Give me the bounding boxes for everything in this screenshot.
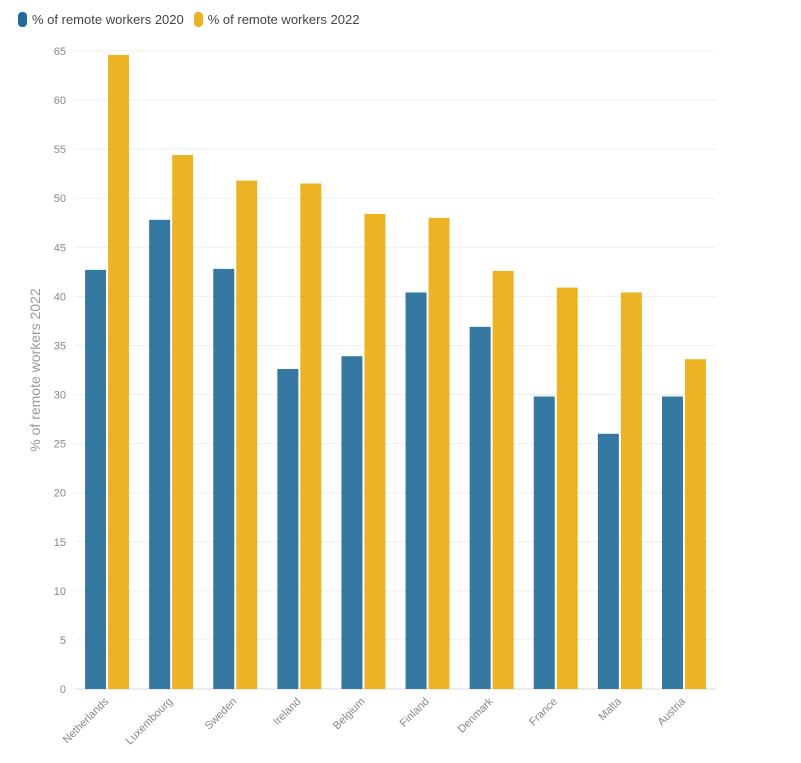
legend-swatch-2020: [18, 12, 27, 27]
bar-luxembourg-2022[interactable]: [172, 155, 194, 689]
chart-legend: % of remote workers 2020 % of remote wor…: [18, 12, 359, 27]
x-tick-label-sweden: Sweden: [203, 696, 240, 733]
legend-swatch-2022: [193, 12, 203, 27]
bar-malta-2020[interactable]: [597, 433, 619, 689]
bar-ireland-2022[interactable]: [300, 183, 322, 689]
bar-austria-2022[interactable]: [684, 359, 706, 689]
bar-finland-2020[interactable]: [405, 292, 427, 689]
y-tick-label: 45: [54, 242, 66, 254]
y-tick-label: 25: [54, 439, 66, 451]
gridlines: [75, 50, 716, 641]
x-axis-ticks: Netherlands Luxembourg Sweden Ireland Belgiu…: [61, 695, 689, 747]
y-tick-label: 0: [60, 684, 66, 696]
bar-austria-2020[interactable]: [661, 396, 683, 689]
bar-malta-2022[interactable]: [620, 292, 642, 689]
bar-sweden-2020[interactable]: [213, 268, 235, 689]
bar-luxembourg-2020[interactable]: [149, 219, 171, 689]
y-tick-label: 35: [54, 340, 66, 352]
x-tick-label-belgium: Belgium: [331, 696, 368, 733]
y-tick-label: 15: [54, 537, 66, 549]
x-tick-label-ireland: Ireland: [271, 696, 303, 728]
bar-belgium-2022[interactable]: [364, 213, 386, 690]
y-tick-label: 30: [54, 390, 66, 402]
y-tick-label: 65: [54, 46, 66, 58]
legend-item-2022[interactable]: % of remote workers 2022: [193, 12, 360, 27]
x-tick-label-france: France: [527, 696, 560, 729]
x-tick-label-malta: Malta: [596, 695, 624, 723]
y-tick-label: 40: [54, 291, 66, 303]
y-tick-label: 55: [54, 144, 66, 156]
y-axis-ticks: 0 5 10 15 20 25 30 35 40 45 50 55 60 65: [54, 46, 66, 696]
x-tick-label-denmark: Denmark: [456, 695, 496, 735]
bar-sweden-2022[interactable]: [236, 180, 258, 689]
bar-france-2020[interactable]: [533, 396, 555, 689]
y-tick-label: 5: [60, 635, 66, 647]
x-tick-label-austria: Austria: [655, 695, 688, 728]
bar-finland-2022[interactable]: [428, 217, 450, 689]
bar-belgium-2020[interactable]: [341, 356, 363, 689]
y-tick-label: 60: [54, 95, 66, 107]
x-tick-label-luxembourg: Luxembourg: [124, 696, 176, 748]
bar-netherlands-2020[interactable]: [85, 269, 107, 689]
y-axis-label: % of remote workers 2022: [27, 288, 43, 452]
y-tick-label: 20: [54, 488, 66, 500]
bars: [85, 54, 706, 690]
x-tick-label-netherlands: Netherlands: [61, 695, 112, 746]
legend-label-2022: % of remote workers 2022: [207, 12, 360, 27]
bar-denmark-2022[interactable]: [492, 270, 514, 689]
bar-france-2022[interactable]: [556, 287, 578, 689]
legend-item-2020[interactable]: % of remote workers 2020: [18, 12, 184, 27]
x-tick-label-finland: Finland: [398, 696, 432, 730]
y-tick-label: 10: [54, 586, 66, 598]
legend-label-2020: % of remote workers 2020: [32, 12, 184, 27]
bar-netherlands-2022[interactable]: [108, 54, 130, 690]
y-tick-label: 50: [54, 193, 66, 205]
bar-denmark-2020[interactable]: [469, 326, 491, 689]
bar-ireland-2020[interactable]: [277, 369, 299, 689]
